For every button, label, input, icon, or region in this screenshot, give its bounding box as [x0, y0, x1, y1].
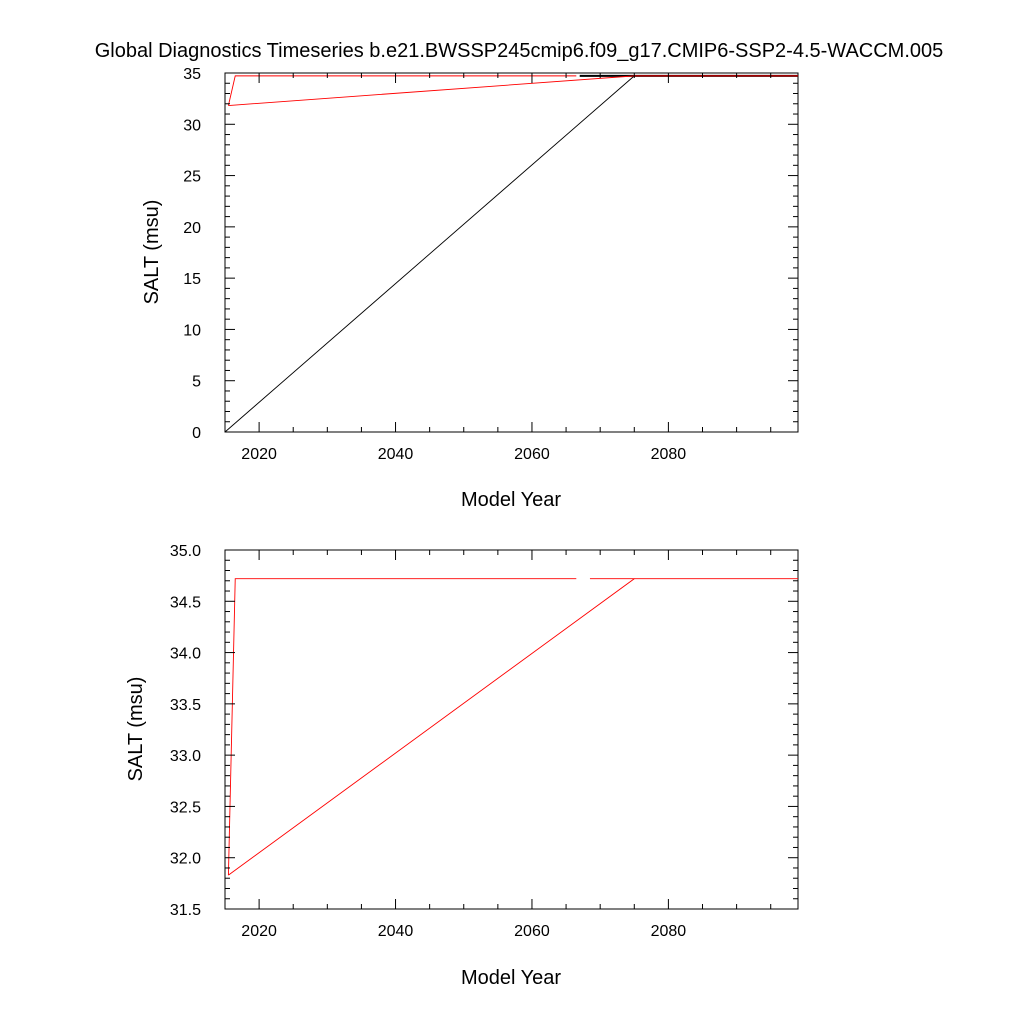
y-tick-label-top: 5 — [192, 374, 201, 391]
x-axis-title-top: Model Year — [461, 489, 561, 511]
x-tick-label-bottom: 2060 — [514, 923, 550, 940]
y-tick-label-top: 35 — [183, 66, 201, 83]
x-tick-label-top: 2060 — [514, 446, 550, 463]
y-tick-label-bottom: 34.5 — [170, 594, 201, 611]
y-tick-label-bottom: 32.5 — [170, 799, 201, 816]
y-tick-label-top: 25 — [183, 169, 201, 186]
y-tick-label-bottom: 31.5 — [170, 902, 201, 919]
y-axis-title-top: SALT (msu) — [141, 200, 163, 305]
x-tick-label-top: 2020 — [241, 446, 277, 463]
x-axis-title-bottom: Model Year — [461, 967, 561, 989]
y-tick-label-bottom: 35.0 — [170, 543, 201, 560]
y-tick-label-bottom: 33.5 — [170, 697, 201, 714]
x-tick-label-bottom: 2040 — [378, 923, 414, 940]
series-line-bottom-0 — [227, 578, 577, 876]
y-tick-label-top: 30 — [183, 117, 201, 134]
x-tick-label-bottom: 2080 — [651, 923, 687, 940]
y-tick-label-bottom: 33.0 — [170, 748, 201, 765]
series-line-top-3 — [228, 75, 798, 106]
y-tick-label-top: 0 — [192, 425, 201, 442]
series-line-top-0 — [224, 75, 635, 433]
series-line-top-2 — [227, 75, 577, 106]
plot-area-bottom — [224, 549, 799, 910]
plot-area-top — [224, 72, 799, 433]
chart-bottom: Model Year SALT (msu) 2020 2040 2060 2080 31… — [125, 543, 799, 989]
y-tick-label-bottom: 32.0 — [170, 851, 201, 868]
y-tick-label-bottom: 34.0 — [170, 646, 201, 663]
x-tick-label-top: 2040 — [378, 446, 414, 463]
y-axis-title-bottom: SALT (msu) — [125, 677, 147, 782]
chart-top: Model Year SALT (msu) 2020 2040 2060 2080 0 5… — [141, 66, 799, 511]
x-tick-label-top: 2080 — [651, 446, 687, 463]
y-tick-label-top: 20 — [183, 220, 201, 237]
y-tick-label-top: 10 — [183, 322, 201, 339]
x-tick-label-bottom: 2020 — [241, 923, 277, 940]
y-tick-label-top: 15 — [183, 271, 201, 288]
figure-title: Global Diagnostics Timeseries b.e21.BWSS… — [95, 40, 944, 62]
series-line-bottom-1 — [228, 578, 798, 876]
